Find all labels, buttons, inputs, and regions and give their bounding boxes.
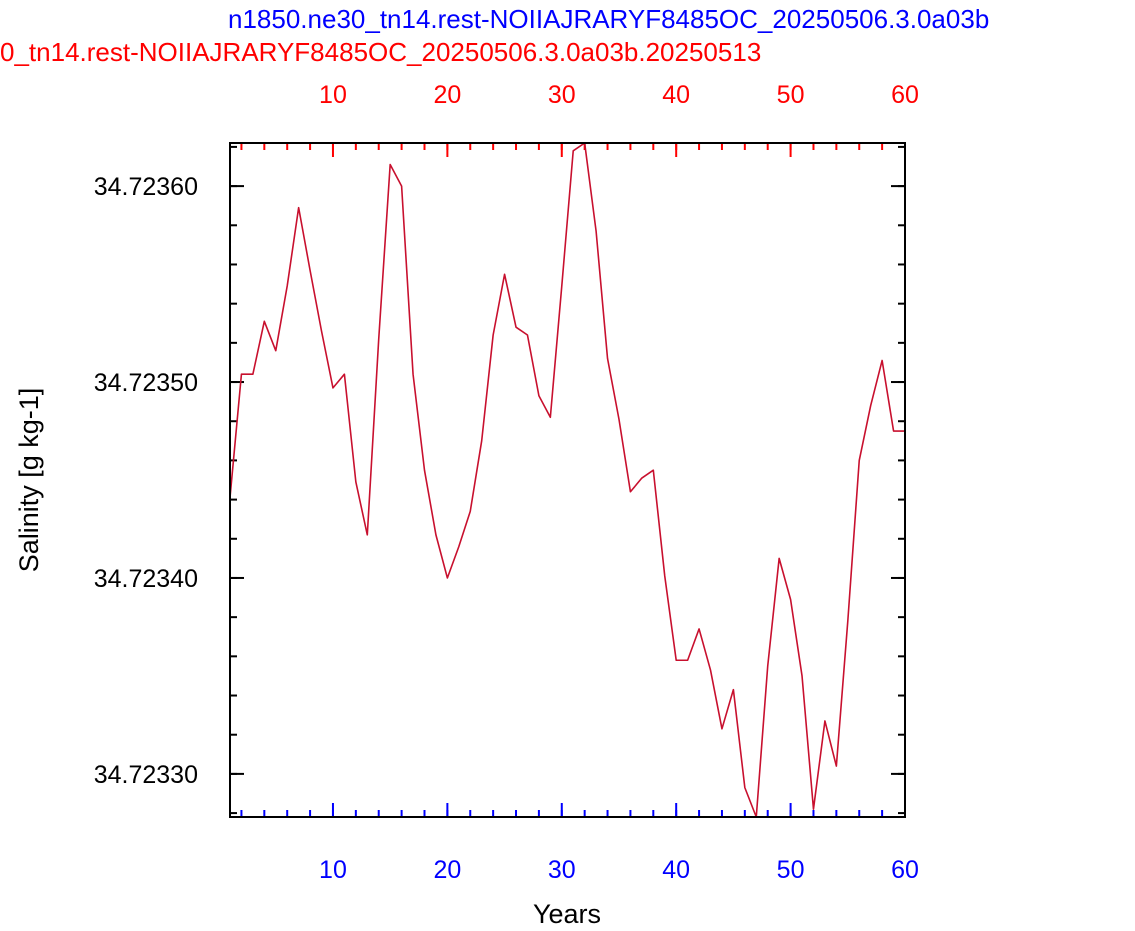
- top-x-tick-label: 30: [548, 81, 576, 109]
- x-tick-label: 50: [777, 856, 805, 884]
- x-tick-label: 30: [548, 856, 576, 884]
- title-blue: n1850.ne30_tn14.rest-NOIIAJRARYF8485OC_2…: [228, 4, 989, 34]
- x-tick-label: 10: [319, 856, 347, 884]
- series-layer: [229, 142, 905, 818]
- top-x-tick-label: 10: [319, 81, 347, 109]
- y-tick-label: 34.72330: [94, 761, 198, 789]
- y-tick-label: 34.72340: [94, 565, 198, 593]
- top-x-tick-label: 50: [777, 81, 805, 109]
- y-tick-label: 34.72350: [94, 369, 198, 397]
- y-axis-label: Salinity [g kg-1]: [14, 388, 44, 573]
- plot-frame: [229, 142, 906, 818]
- title-red: 0_tn14.rest-NOIIAJRARYF8485OC_20250506.3…: [0, 37, 761, 67]
- x-tick-label: 60: [891, 856, 919, 884]
- top-x-tick-label: 20: [433, 81, 461, 109]
- x-tick-label: 40: [662, 856, 690, 884]
- x-axis-label: Years: [533, 899, 601, 929]
- top-x-tick-label: 40: [662, 81, 690, 109]
- top-x-tick-label: 60: [891, 81, 919, 109]
- y-tick-label: 34.72360: [94, 173, 198, 201]
- axes-layer: 10 20 30 40 50 60 10 20 30 40 50 60 34.72330 34.72340…: [94, 81, 919, 884]
- x-tick-label: 20: [433, 856, 461, 884]
- series-line: [229, 142, 905, 818]
